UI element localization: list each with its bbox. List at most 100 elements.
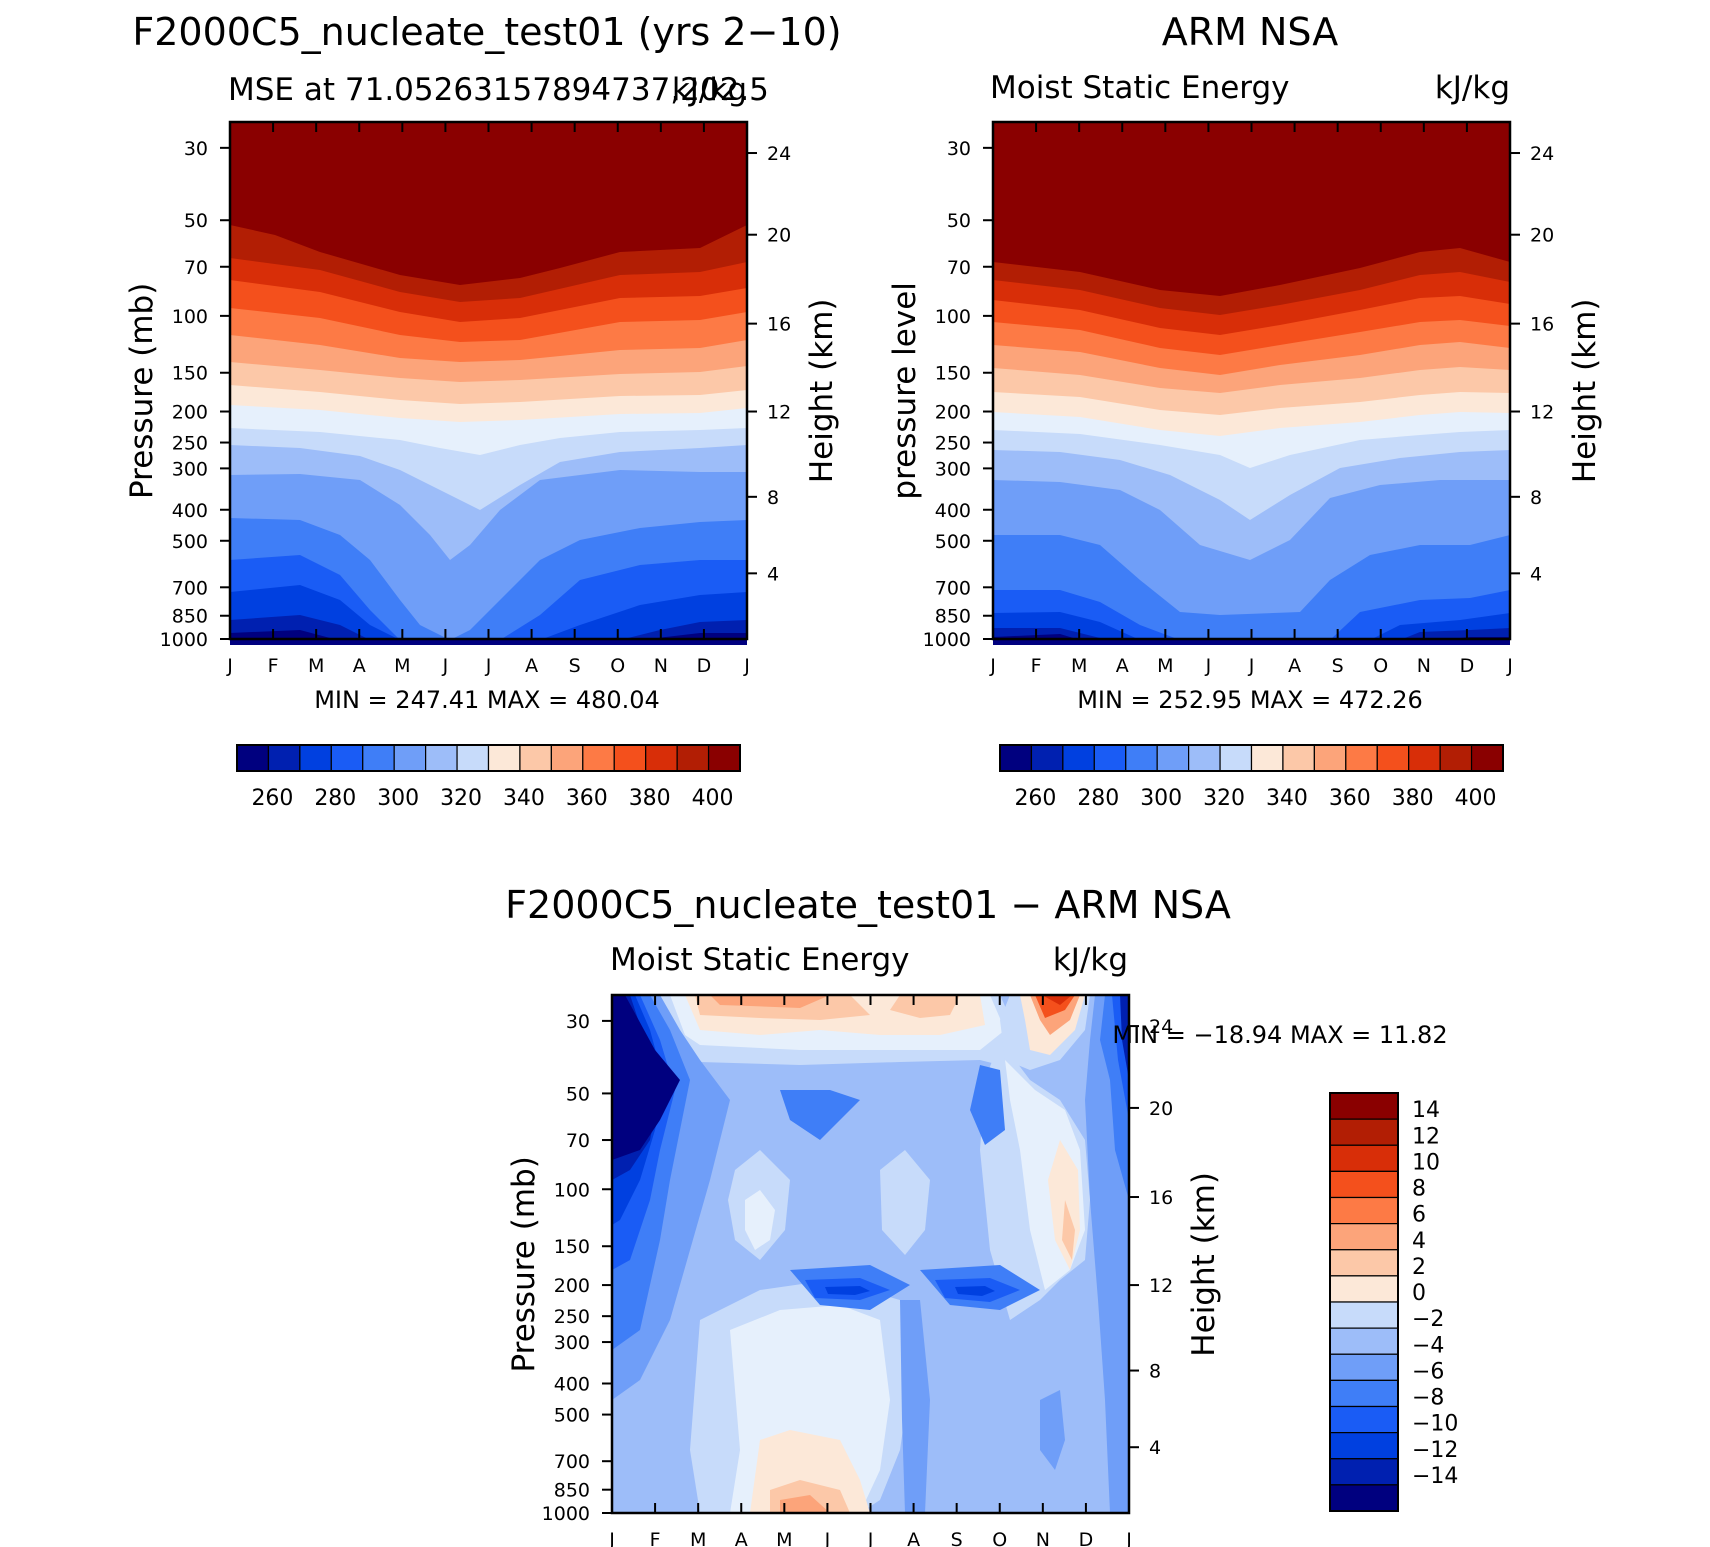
height-tick-label: 12 xyxy=(767,402,791,424)
x-tick-label: M xyxy=(776,1529,792,1547)
x-tick-label: J xyxy=(824,1529,831,1547)
colorbar-swatch xyxy=(1329,1092,1399,1120)
colorbar-label: 360 xyxy=(1329,786,1371,811)
height-tick-label: 8 xyxy=(1530,487,1542,509)
colorbar-label: 260 xyxy=(1014,786,1056,811)
pressure-tick-label: 100 xyxy=(935,306,971,328)
obs-panel: ARM NSA Moist Static Energy kJ/kg J F M A M J… xyxy=(887,10,1603,811)
diff-contour-field xyxy=(612,995,1129,1513)
colorbar-swatch xyxy=(1093,744,1127,772)
contour-band xyxy=(612,995,680,1160)
colorbar-label: 0 xyxy=(1412,1281,1426,1306)
height-tick-label: 4 xyxy=(1149,1437,1161,1459)
height-tick-label: 24 xyxy=(1530,143,1554,165)
diff-subtitle: Moist Static Energy xyxy=(610,942,910,978)
pressure-tick-label: 50 xyxy=(566,1083,590,1105)
obs-title: ARM NSA xyxy=(1162,10,1339,54)
height-tick-label: 16 xyxy=(1149,1187,1173,1209)
contour-band xyxy=(993,634,1510,645)
colorbar-label: 6 xyxy=(1412,1203,1426,1228)
colorbar-label: 10 xyxy=(1412,1150,1440,1175)
x-tick-label: N xyxy=(654,655,668,677)
colorbar-swatch xyxy=(1329,1118,1399,1146)
contour-band xyxy=(890,995,960,1018)
colorbar-swatch xyxy=(1329,1405,1399,1434)
contour-band xyxy=(780,1495,830,1513)
pressure-tick-label: 400 xyxy=(554,1374,590,1396)
colorbar-frame xyxy=(1329,1092,1399,1512)
pressure-tick-label: 50 xyxy=(184,210,208,232)
colorbar-label: 2 xyxy=(1412,1255,1426,1280)
x-tick-label: N xyxy=(1417,655,1431,677)
colorbar-swatch xyxy=(1345,744,1378,772)
colorbar-label: 360 xyxy=(566,786,608,811)
x-tick-label: D xyxy=(697,655,712,677)
colorbar-label: −14 xyxy=(1412,1464,1458,1489)
colorbar-swatch xyxy=(362,744,395,772)
y-axis-label: Pressure (mb) xyxy=(124,283,160,499)
contour-band xyxy=(880,1150,930,1255)
height-tick-label: 20 xyxy=(1530,225,1554,247)
x-tick-label: A xyxy=(735,1529,748,1547)
colorbar-label: 340 xyxy=(503,786,545,811)
contour-band xyxy=(780,1090,860,1140)
pressure-tick-label: 500 xyxy=(554,1405,590,1427)
colorbar-frame xyxy=(999,744,1504,772)
contour-band xyxy=(970,1065,1005,1145)
pressure-tick-label: 300 xyxy=(172,458,208,480)
pressure-tick-label: 200 xyxy=(554,1275,590,1297)
x-tick-label: J xyxy=(442,655,449,677)
colorbar-swatch xyxy=(582,744,615,772)
y-axis-right-label: Height (km) xyxy=(804,299,840,484)
x-tick-label: F xyxy=(268,655,279,677)
pressure-tick-label: 700 xyxy=(935,577,971,599)
height-tick-label: 20 xyxy=(767,225,791,247)
colorbar-label: 400 xyxy=(1455,786,1497,811)
model-title: F2000C5_nucleate_test01 (yrs 2−10) xyxy=(132,10,841,54)
x-tick-label: M xyxy=(308,655,324,677)
pressure-tick-label: 700 xyxy=(554,1451,590,1473)
contour-band xyxy=(825,1286,870,1295)
colorbar-swatch xyxy=(1329,1144,1399,1172)
pressure-tick-label: 70 xyxy=(184,257,208,279)
x-tick-label: S xyxy=(1332,655,1344,677)
height-tick-label: 8 xyxy=(1149,1361,1161,1383)
colorbar-label: 300 xyxy=(1140,786,1182,811)
height-tick-label: 12 xyxy=(1530,402,1554,424)
colorbar-label: 14 xyxy=(1412,1098,1440,1123)
height-tick-label: 4 xyxy=(1530,563,1542,585)
contour-band xyxy=(1062,1200,1075,1260)
colorbar-swatch xyxy=(1329,1170,1399,1199)
pressure-tick-label: 200 xyxy=(172,402,208,424)
contour-band xyxy=(1040,1390,1065,1470)
height-tick-label: 24 xyxy=(1149,1016,1173,1038)
colorbar-swatch xyxy=(393,744,427,772)
height-tick-label: 4 xyxy=(767,563,779,585)
pressure-tick-label: 850 xyxy=(554,1480,590,1502)
pressure-tick-label: 30 xyxy=(947,138,971,160)
pressure-tick-label: 1000 xyxy=(160,629,208,651)
diff-min-max: MIN = −18.94 MAX = 11.82 xyxy=(1112,1021,1447,1049)
colorbar-swatch xyxy=(1376,744,1410,772)
x-tick-label: M xyxy=(394,655,410,677)
pressure-tick-label: 700 xyxy=(172,577,208,599)
x-tick-label: D xyxy=(1079,1529,1094,1547)
x-tick-label: O xyxy=(1373,655,1388,677)
x-tick-label: J xyxy=(1205,655,1212,677)
colorbar-swatch xyxy=(425,744,458,772)
model-panel: F2000C5_nucleate_test01 (yrs 2−10) MSE a… xyxy=(124,10,842,811)
contour-band xyxy=(955,1286,995,1296)
pressure-tick-label: 1000 xyxy=(923,629,971,651)
pressure-tick-label: 150 xyxy=(935,363,971,385)
pressure-tick-label: 1000 xyxy=(542,1503,590,1525)
x-tick-label: A xyxy=(907,1529,920,1547)
colorbar-swatch xyxy=(550,744,584,772)
colorbar-swatch xyxy=(1329,1327,1399,1355)
x-tick-label: D xyxy=(1460,655,1475,677)
height-tick-label: 16 xyxy=(767,314,791,336)
x-tick-label: J xyxy=(989,655,996,677)
contour-band xyxy=(745,1190,775,1250)
colorbar-label: −6 xyxy=(1412,1359,1444,1384)
colorbar-swatch xyxy=(707,744,741,772)
x-tick-label: J xyxy=(867,1529,874,1547)
